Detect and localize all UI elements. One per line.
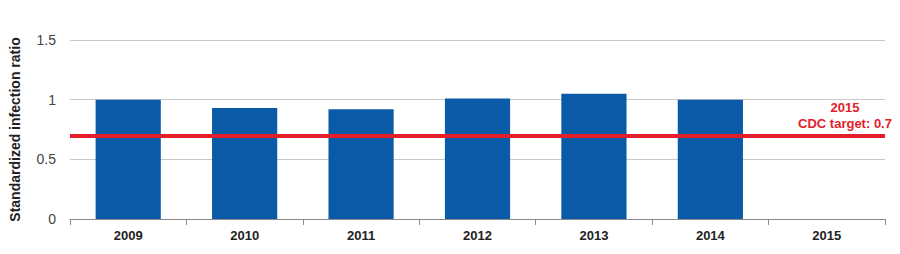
svg-text:2015: 2015 [831, 100, 860, 115]
svg-text:2012: 2012 [463, 228, 492, 243]
svg-text:2011: 2011 [347, 228, 375, 243]
svg-text:2013: 2013 [579, 228, 608, 243]
svg-text:1: 1 [48, 92, 56, 108]
svg-text:2010: 2010 [230, 228, 259, 243]
svg-text:1.5: 1.5 [37, 32, 57, 48]
svg-text:2009: 2009 [114, 228, 143, 243]
svg-text:2014: 2014 [696, 228, 726, 243]
svg-text:CDC target: 0.7: CDC target: 0.7 [798, 116, 892, 131]
svg-text:0: 0 [48, 211, 56, 227]
svg-text:Standardized infection ratio: Standardized infection ratio [7, 37, 23, 221]
svg-text:2015: 2015 [812, 228, 841, 243]
svg-text:0.5: 0.5 [37, 151, 57, 167]
